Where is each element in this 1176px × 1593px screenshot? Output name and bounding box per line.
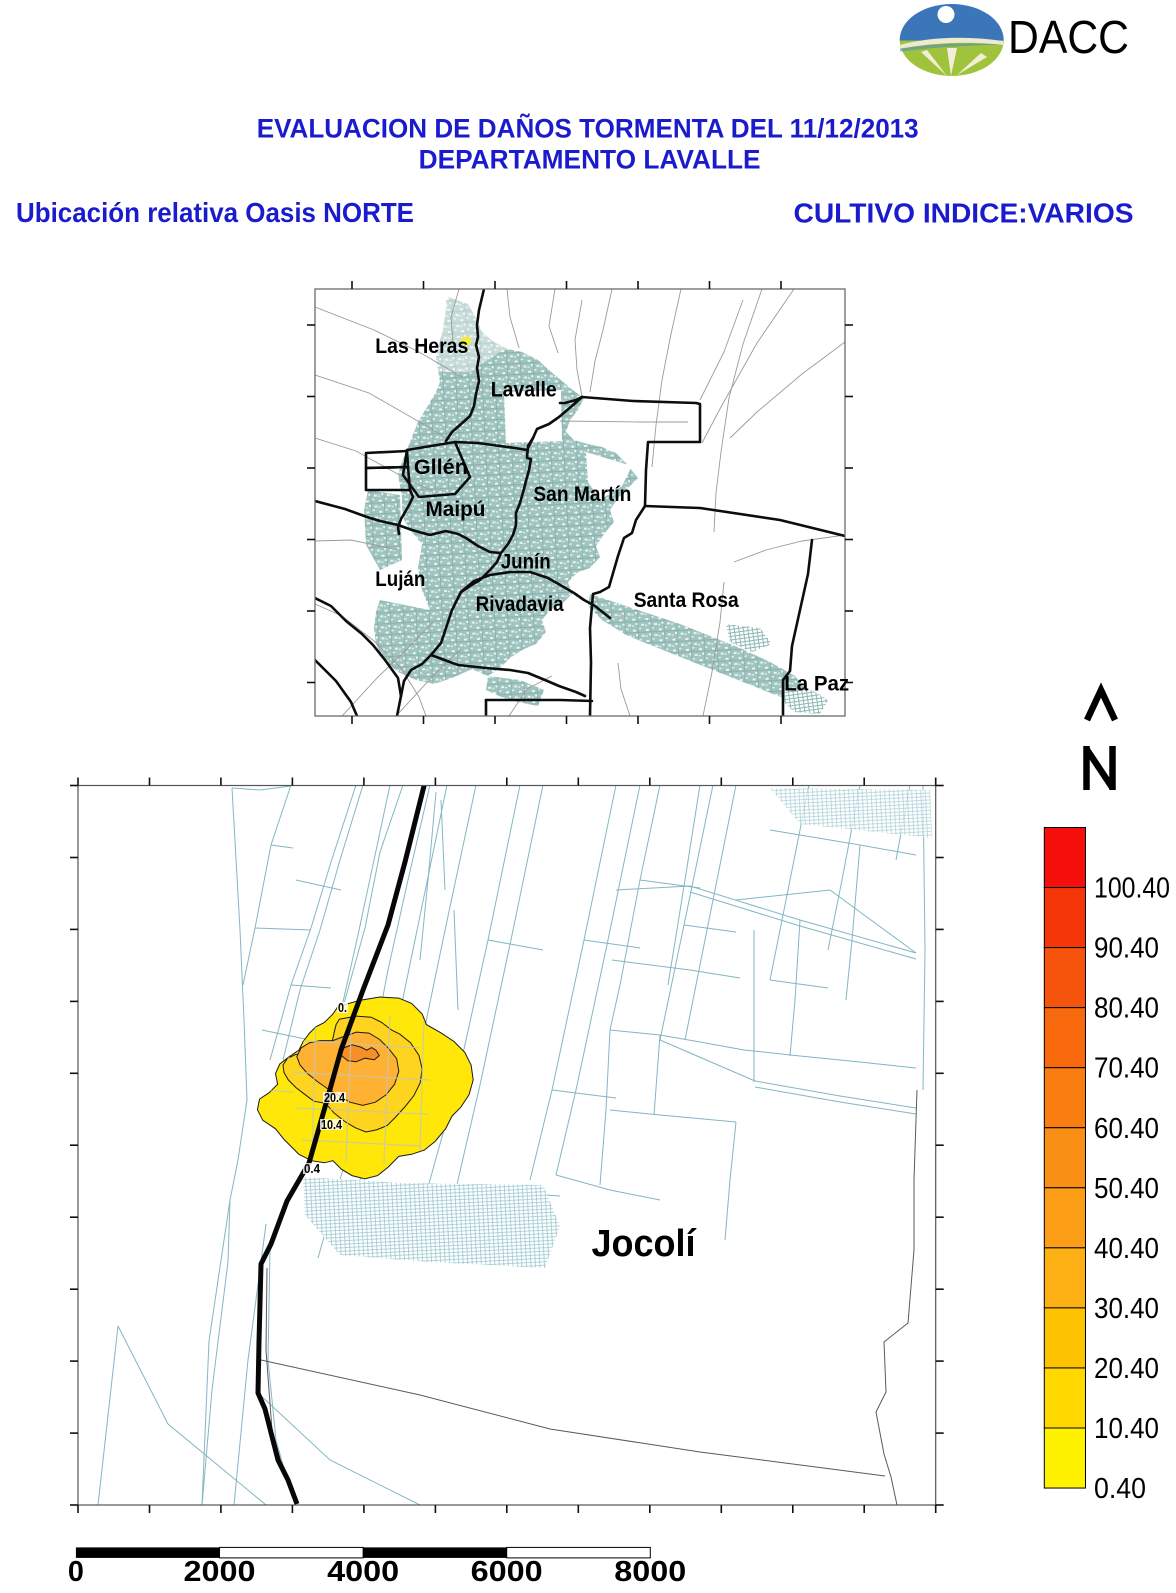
svg-text:60.40: 60.40 <box>1094 1113 1159 1145</box>
svg-text:6000: 6000 <box>471 1556 543 1588</box>
svg-text:San Martín: San Martín <box>533 483 631 506</box>
svg-text:Santa Rosa: Santa Rosa <box>634 589 739 612</box>
svg-text:La Paz: La Paz <box>784 673 849 696</box>
svg-text:Ubicación relativa Oasis NORTE: Ubicación relativa Oasis NORTE <box>16 197 414 228</box>
svg-text:20.4: 20.4 <box>324 1091 345 1105</box>
svg-text:DACC: DACC <box>1008 11 1129 63</box>
svg-text:Rivadavia: Rivadavia <box>476 593 564 616</box>
svg-text:80.40: 80.40 <box>1094 993 1159 1025</box>
svg-text:Luján: Luján <box>375 568 425 591</box>
svg-text:70.40: 70.40 <box>1094 1053 1159 1085</box>
svg-text:100.40: 100.40 <box>1094 873 1170 905</box>
svg-text:CULTIVO INDICE:VARIOS: CULTIVO INDICE:VARIOS <box>794 198 1134 229</box>
svg-text:DEPARTAMENTO LAVALLE: DEPARTAMENTO LAVALLE <box>419 145 761 175</box>
svg-text:Las Heras: Las Heras <box>375 335 468 358</box>
svg-text:Junín: Junín <box>501 551 551 574</box>
svg-text:0.: 0. <box>338 1001 347 1015</box>
svg-text:20.40: 20.40 <box>1094 1353 1159 1385</box>
svg-text:0: 0 <box>68 1556 84 1588</box>
svg-text:4000: 4000 <box>327 1556 399 1588</box>
svg-text:10.40: 10.40 <box>1094 1413 1159 1445</box>
svg-text:90.40: 90.40 <box>1094 933 1159 965</box>
svg-text:Maipú: Maipú <box>426 498 486 521</box>
svg-text:30.40: 30.40 <box>1094 1293 1159 1325</box>
svg-text:Gllén: Gllén <box>414 456 468 479</box>
svg-text:Jocolí: Jocolí <box>592 1223 697 1265</box>
svg-text:10.4: 10.4 <box>321 1118 342 1132</box>
svg-text:50.40: 50.40 <box>1094 1173 1159 1205</box>
svg-text:2000: 2000 <box>184 1556 256 1588</box>
svg-text:8000: 8000 <box>614 1556 686 1588</box>
svg-text:0.40: 0.40 <box>1094 1473 1146 1505</box>
svg-text:40.40: 40.40 <box>1094 1233 1159 1265</box>
svg-text:0.4: 0.4 <box>304 1162 320 1176</box>
svg-text:Lavalle: Lavalle <box>491 378 557 401</box>
svg-text:EVALUACION DE DAÑOS TORMENTA D: EVALUACION DE DAÑOS TORMENTA DEL 11/12/2… <box>257 113 919 144</box>
